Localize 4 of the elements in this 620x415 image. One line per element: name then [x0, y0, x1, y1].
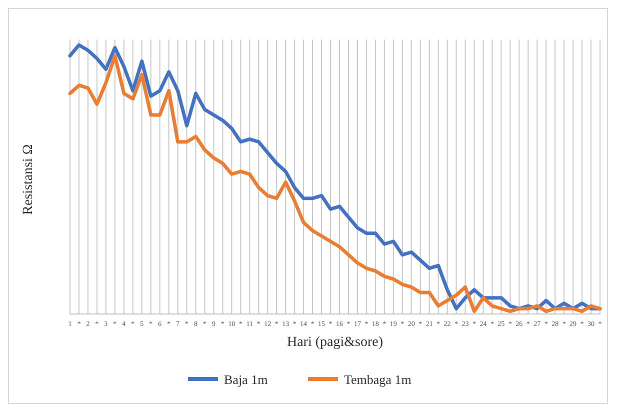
- legend-label: Tembaga 1m: [344, 372, 412, 387]
- legend-label: Baja 1m: [224, 372, 268, 387]
- y-axis-title: Resistansi Ω: [21, 144, 36, 215]
- x-axis-title: Hari (pagi&sore): [286, 335, 384, 350]
